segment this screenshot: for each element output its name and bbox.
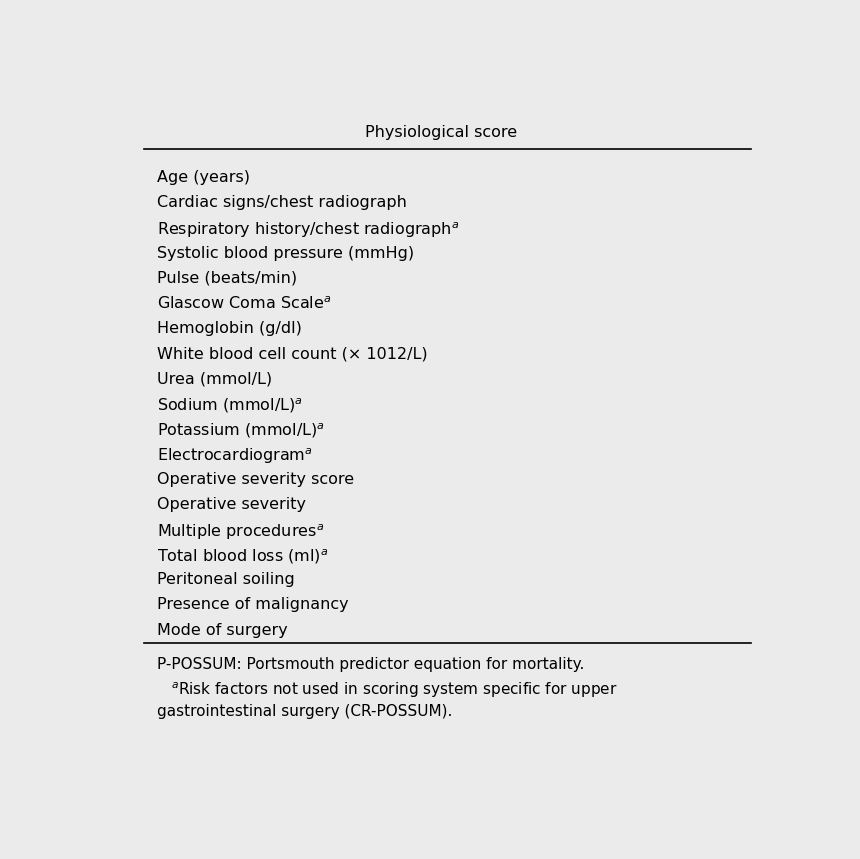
Text: Sodium (mmol/L)$^{\mathit{a}}$: Sodium (mmol/L)$^{\mathit{a}}$ xyxy=(157,396,304,415)
Text: gastrointestinal surgery (CR-POSSUM).: gastrointestinal surgery (CR-POSSUM). xyxy=(157,704,453,719)
Text: Potassium (mmol/L)$^{\mathit{a}}$: Potassium (mmol/L)$^{\mathit{a}}$ xyxy=(157,422,325,440)
Text: $^{\mathit{a}}$Risk factors not used in scoring system specific for upper: $^{\mathit{a}}$Risk factors not used in … xyxy=(171,680,617,700)
Text: Presence of malignancy: Presence of malignancy xyxy=(157,597,349,612)
Text: Electrocardiogram$^{\mathit{a}}$: Electrocardiogram$^{\mathit{a}}$ xyxy=(157,447,313,466)
Text: Urea (mmol/L): Urea (mmol/L) xyxy=(157,371,273,387)
Text: Total blood loss (ml)$^{\mathit{a}}$: Total blood loss (ml)$^{\mathit{a}}$ xyxy=(157,547,329,566)
Text: Respiratory history/chest radiograph$^{\mathit{a}}$: Respiratory history/chest radiograph$^{\… xyxy=(157,221,460,240)
Text: Physiological score: Physiological score xyxy=(365,125,517,140)
Text: Pulse (beats/min): Pulse (beats/min) xyxy=(157,271,298,286)
Text: Glascow Coma Scale$^{\mathit{a}}$: Glascow Coma Scale$^{\mathit{a}}$ xyxy=(157,295,332,313)
Text: Hemoglobin (g/dl): Hemoglobin (g/dl) xyxy=(157,321,303,336)
Text: Cardiac signs/chest radiograph: Cardiac signs/chest radiograph xyxy=(157,195,408,210)
Text: Operative severity score: Operative severity score xyxy=(157,472,354,487)
Text: White blood cell count (× 1012/L): White blood cell count (× 1012/L) xyxy=(157,346,428,361)
Text: Age (years): Age (years) xyxy=(157,170,250,186)
Text: Operative severity: Operative severity xyxy=(157,497,306,512)
Text: Peritoneal soiling: Peritoneal soiling xyxy=(157,572,295,588)
Text: P-POSSUM: Portsmouth predictor equation for mortality.: P-POSSUM: Portsmouth predictor equation … xyxy=(157,656,585,672)
Text: Mode of surgery: Mode of surgery xyxy=(157,623,288,637)
Text: Multiple procedures$^{\mathit{a}}$: Multiple procedures$^{\mathit{a}}$ xyxy=(157,522,324,542)
Text: Systolic blood pressure (mmHg): Systolic blood pressure (mmHg) xyxy=(157,246,415,260)
